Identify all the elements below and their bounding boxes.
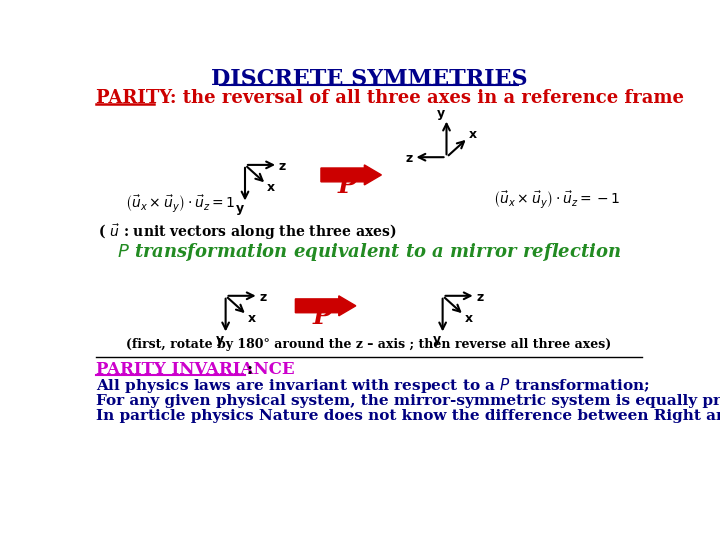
Text: $P$ transformation equivalent to a mirror reflection: $P$ transformation equivalent to a mirro… xyxy=(117,241,621,263)
Text: $\left(\vec{u}_x \times \vec{u}_y\right) \cdot \vec{u}_z = 1$: $\left(\vec{u}_x \times \vec{u}_y\right)… xyxy=(125,193,235,214)
Text: For any given physical system, the mirror-symmetric system is equally probable;: For any given physical system, the mirro… xyxy=(96,394,720,408)
Text: P: P xyxy=(312,305,331,329)
Text: z: z xyxy=(260,291,267,304)
Text: z: z xyxy=(405,152,413,165)
Text: PARITY: the reversal of all three axes in a reference frame: PARITY: the reversal of all three axes i… xyxy=(96,89,684,107)
Text: y: y xyxy=(216,333,224,346)
Text: y: y xyxy=(433,333,441,346)
Text: x: x xyxy=(469,129,477,141)
Text: x: x xyxy=(464,312,472,325)
Text: x: x xyxy=(248,312,256,325)
Text: y: y xyxy=(437,107,445,120)
Text: P: P xyxy=(338,174,356,199)
Text: In particle physics Nature does not know the difference between Right and Left.: In particle physics Nature does not know… xyxy=(96,409,720,423)
Text: x: x xyxy=(267,181,275,194)
Text: z: z xyxy=(279,160,287,173)
Text: PARITY INVARIANCE: PARITY INVARIANCE xyxy=(96,361,294,378)
FancyArrow shape xyxy=(295,296,356,316)
Text: ( $\vec{u}$ : unit vectors along the three axes): ( $\vec{u}$ : unit vectors along the thr… xyxy=(98,223,396,242)
FancyArrow shape xyxy=(321,165,382,185)
Text: $\left(\vec{u}_x \times \vec{u}_y\right) \cdot \vec{u}_z = -1$: $\left(\vec{u}_x \times \vec{u}_y\right)… xyxy=(493,189,621,210)
Text: (first, rotate by 180° around the z – axis ; then reverse all three axes): (first, rotate by 180° around the z – ax… xyxy=(127,338,611,351)
Text: All physics laws are invariant with respect to a $P$ transformation;: All physics laws are invariant with resp… xyxy=(96,376,650,395)
Text: z: z xyxy=(477,291,484,304)
Text: DISCRETE SYMMETRIES: DISCRETE SYMMETRIES xyxy=(211,68,527,90)
Text: :: : xyxy=(246,361,253,378)
Text: y: y xyxy=(235,202,243,215)
